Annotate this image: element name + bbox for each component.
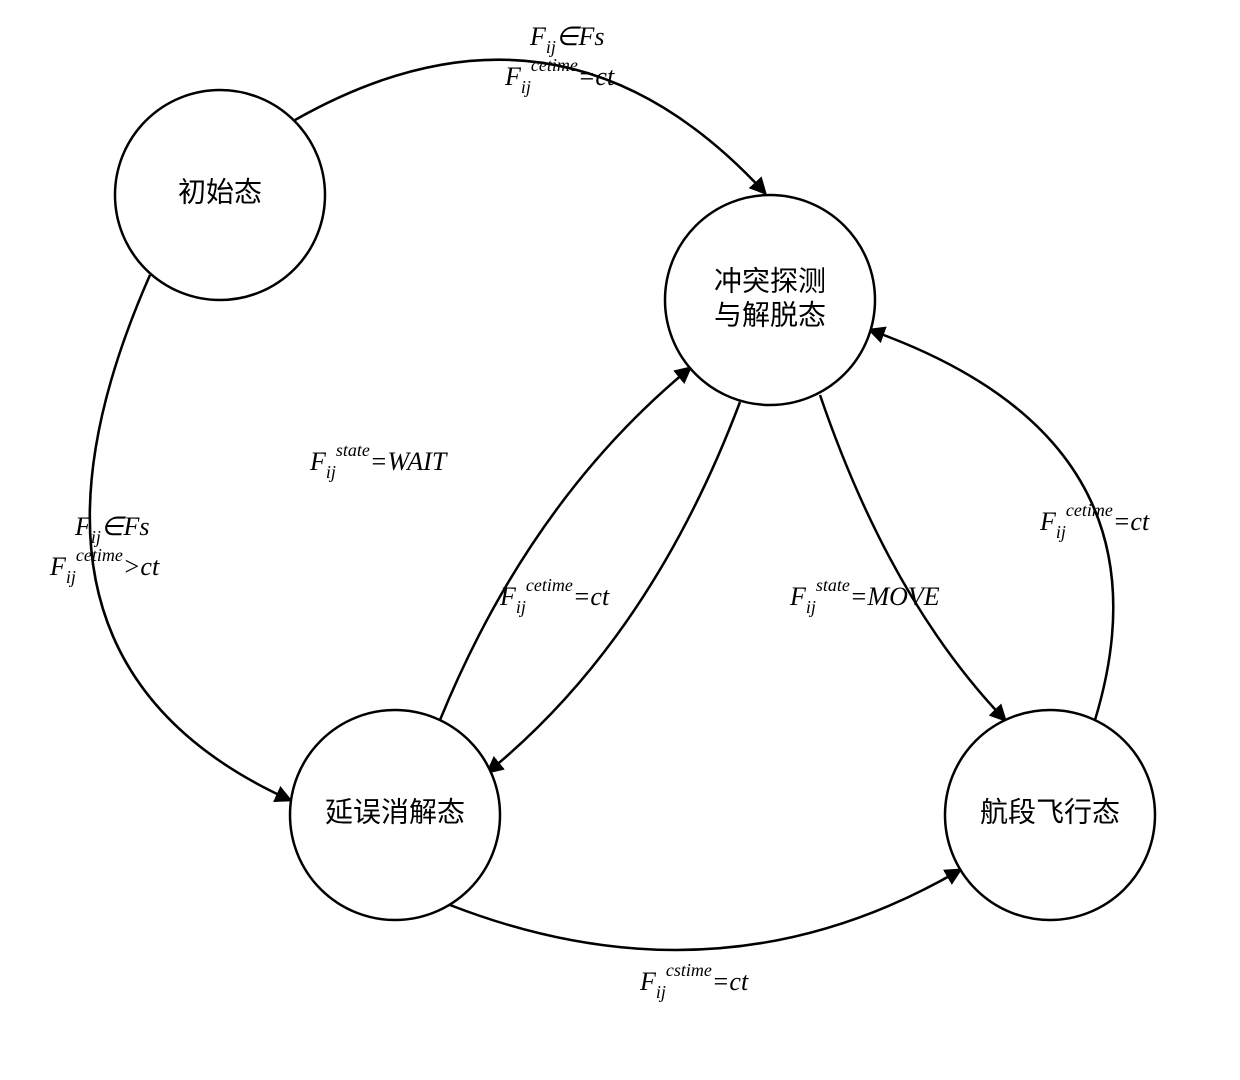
edge-initial-to-delay-label-1: Fij∈Fs [74, 512, 150, 547]
edge-conflict-to-flight-label: Fijstate=MOVE [789, 575, 940, 617]
node-conflict-label-1: 冲突探测 [714, 265, 826, 297]
node-flight: 航段飞行态 [945, 710, 1155, 920]
edge-delay-to-conflict-label: Fijstate=WAIT [309, 440, 448, 482]
edge-delay-to-conflict [440, 368, 690, 720]
node-delay: 延误消解态 [290, 710, 500, 920]
edge-flight-to-conflict-label: Fijcetime=ct [1039, 500, 1150, 542]
edge-conflict-to-delay-label: Fijcetime=ct [499, 575, 610, 617]
node-initial-label: 初始态 [178, 176, 262, 208]
node-initial: 初始态 [115, 90, 325, 300]
node-conflict: 冲突探测 与解脱态 [665, 195, 875, 405]
edge-flight-to-conflict [870, 330, 1113, 720]
edge-conflict-to-flight [820, 395, 1005, 720]
node-flight-label: 航段飞行态 [980, 796, 1120, 828]
edge-delay-to-flight [450, 870, 960, 950]
node-delay-label: 延误消解态 [325, 796, 465, 828]
edge-initial-to-conflict-label-2: Fijcetime=ct [504, 55, 615, 97]
node-conflict-label-2: 与解脱态 [714, 299, 826, 331]
edge-initial-to-delay-label-2: Fijcetime>ct [49, 545, 160, 587]
edge-delay-to-flight-label: Fijcstime=ct [639, 960, 749, 1002]
edge-initial-to-conflict-label-1: Fij∈Fs [529, 22, 605, 57]
state-diagram: 初始态 冲突探测 与解脱态 延误消解态 航段飞行态 Fij∈Fs Fijceti… [0, 0, 1240, 1080]
